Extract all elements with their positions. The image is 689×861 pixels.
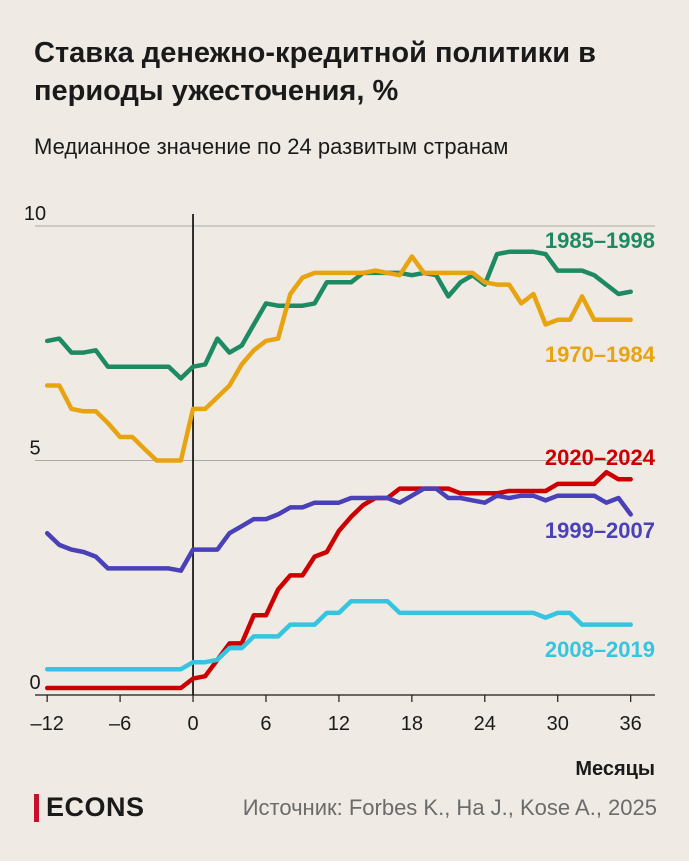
x-tick-label: 18 <box>401 713 423 735</box>
series-label-1: 1970–1984 <box>545 342 656 367</box>
series-layer <box>44 249 633 691</box>
brand-logo: ECONS <box>34 792 145 823</box>
label-layer: 0 5 10 –12 –6 0 6 12 18 24 30 36 Месяцы 1985–1998 1970… <box>24 203 656 780</box>
source-note: Источник: Forbes K., Ha J., Kose A., 202… <box>242 795 657 820</box>
grid-layer <box>35 225 655 461</box>
axis-layer <box>35 214 655 702</box>
x-tick-label: 24 <box>474 713 496 735</box>
series-line-2 <box>44 469 633 691</box>
x-tick-label: 6 <box>260 713 271 735</box>
series-line-3 <box>44 486 633 573</box>
brand-bar-icon <box>34 793 39 822</box>
x-tick-label: 0 <box>187 713 198 735</box>
x-tick-label: –12 <box>30 713 63 735</box>
series-line-4 <box>44 598 633 672</box>
chart-subtitle: Медианное значение по 24 развитым страна… <box>34 134 509 159</box>
y-tick-label: 0 <box>29 672 40 694</box>
series-line-1 <box>44 254 633 463</box>
series-label-2: 2020–2024 <box>545 445 656 470</box>
series-label-0: 1985–1998 <box>545 228 655 253</box>
series-line-0 <box>44 249 633 381</box>
x-tick-label: 30 <box>547 713 569 735</box>
y-tick-label: 10 <box>24 203 46 225</box>
x-tick-label: –6 <box>109 713 131 735</box>
x-tick-label: 12 <box>328 713 350 735</box>
y-tick-label: 5 <box>29 438 40 460</box>
chart-title: Ставка денежно-кредитной политики в пери… <box>34 37 596 107</box>
brand-name: ECONS <box>46 792 145 822</box>
series-label-3: 1999–2007 <box>545 518 655 543</box>
series-label-4: 2008–2019 <box>545 637 655 662</box>
x-tick-label: 36 <box>620 713 642 735</box>
x-axis-title: Месяцы <box>575 758 655 780</box>
